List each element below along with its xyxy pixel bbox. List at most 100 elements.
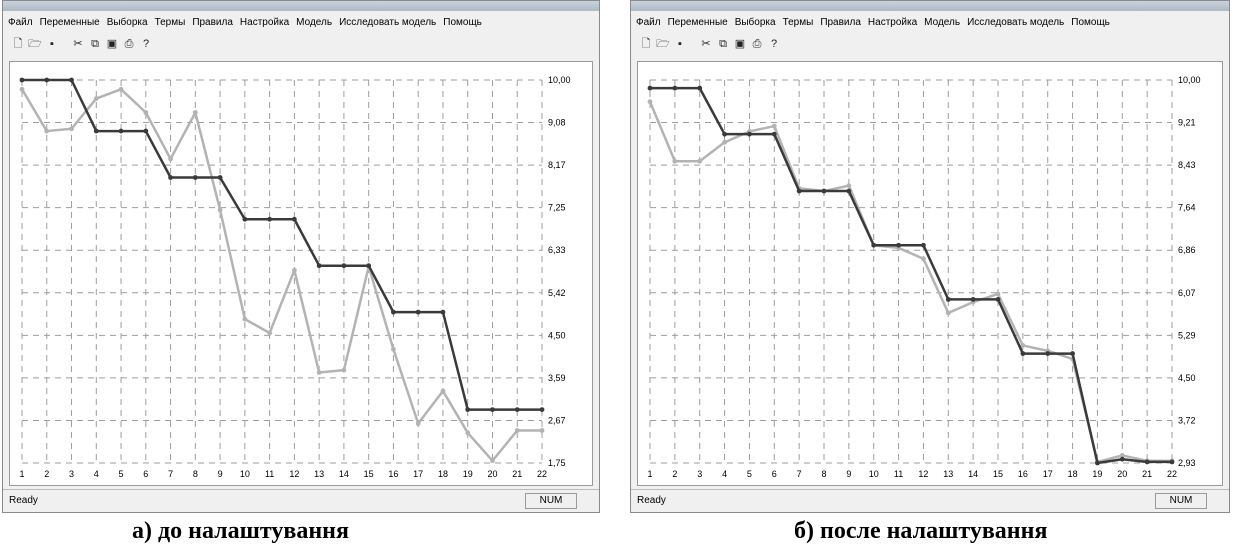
series-1-point	[366, 263, 372, 269]
copy-icon[interactable]: ⧉	[91, 38, 99, 50]
menu-variables[interactable]: Переменные	[39, 16, 100, 28]
menu-rules[interactable]: Правила	[192, 16, 233, 28]
menu-model[interactable]: Модель	[296, 16, 333, 28]
series-1-point	[217, 175, 223, 180]
x-tick-label: 22	[537, 469, 547, 479]
series-1-point	[970, 296, 976, 302]
series-1-point	[871, 242, 877, 248]
open-folder-icon[interactable]: 🗁	[656, 38, 670, 50]
x-tick-label: 12	[289, 469, 299, 479]
series-2-point	[267, 330, 273, 336]
series-1-point	[1020, 351, 1026, 356]
cut-icon[interactable]: ✂	[73, 38, 83, 50]
menu-terms[interactable]: Термы	[154, 16, 186, 28]
series-1-line	[22, 78, 542, 411]
series-1-point	[440, 309, 446, 315]
series-1-point	[995, 296, 1001, 302]
save-icon[interactable]: ▪	[50, 38, 54, 50]
menu-rules[interactable]: Правила	[820, 16, 861, 28]
window-title-bar[interactable]	[631, 1, 1229, 11]
menu-help[interactable]: Помощь	[443, 16, 482, 28]
app-window-before-tuning: Файл Переменные Выборка Термы Правила На…	[2, 0, 600, 513]
series-2-point	[465, 430, 471, 436]
menu-sample[interactable]: Выборка	[106, 16, 148, 28]
paste-icon[interactable]: ▣	[734, 38, 746, 50]
copy-icon[interactable]: ⧉	[719, 38, 727, 50]
series-2-point	[415, 421, 421, 426]
series-2-point	[168, 156, 173, 162]
x-tick-label: 18	[438, 469, 448, 479]
num-lock-indicator: NUM	[1155, 493, 1207, 509]
series-1-point	[1119, 456, 1125, 462]
y-tick-label: 10,00	[1178, 75, 1201, 85]
toolbar-separator	[690, 37, 696, 51]
series-1-point	[291, 216, 297, 222]
new-file-icon[interactable]: 🗋	[641, 38, 651, 50]
x-tick-label: 21	[512, 469, 522, 479]
y-tick-label: 8,43	[1178, 160, 1196, 170]
print-icon[interactable]: ⎙	[124, 38, 134, 50]
series-1-point	[647, 85, 653, 91]
x-tick-label: 19	[463, 469, 473, 479]
toolbar-separator	[62, 37, 68, 51]
menu-terms[interactable]: Термы	[782, 16, 814, 28]
series-2-point	[93, 96, 99, 101]
x-tick-label: 16	[388, 469, 398, 479]
series-2-point	[945, 310, 951, 316]
new-file-icon[interactable]: 🗋	[13, 38, 23, 50]
cut-icon[interactable]: ✂	[701, 38, 711, 50]
menu-file[interactable]: Файл	[8, 16, 33, 28]
series-2-point	[1020, 343, 1026, 348]
menu-explore-model[interactable]: Исследовать модель	[967, 16, 1065, 28]
menu-settings[interactable]: Настройка	[239, 16, 290, 28]
y-tick-label: 4,50	[548, 330, 566, 340]
menu-variables[interactable]: Переменные	[667, 16, 728, 28]
paste-icon[interactable]: ▣	[106, 38, 118, 50]
series-2-point	[514, 428, 520, 433]
num-lock-indicator: NUM	[525, 493, 577, 509]
help-icon[interactable]: ?	[770, 38, 778, 50]
series-1-point	[19, 77, 25, 83]
series-1-point	[771, 131, 777, 137]
x-tick-label: 7	[168, 469, 173, 479]
y-tick-label: 10,00	[548, 75, 571, 85]
series-2-point	[391, 346, 396, 352]
menu-settings[interactable]: Настройка	[867, 16, 918, 28]
series-1-point	[242, 216, 248, 222]
series-2-point	[846, 183, 852, 189]
y-tick-label: 6,86	[1178, 245, 1196, 255]
x-tick-label: 2	[672, 469, 677, 479]
series-2-point	[722, 139, 727, 145]
y-tick-label: 3,59	[548, 373, 566, 383]
menu-explore-model[interactable]: Исследовать модель	[339, 16, 437, 28]
help-icon[interactable]: ?	[142, 38, 150, 50]
menu-sample[interactable]: Выборка	[734, 16, 776, 28]
x-tick-label: 20	[1117, 469, 1127, 479]
window-title-bar[interactable]	[3, 1, 599, 11]
x-tick-label: 16	[1018, 469, 1028, 479]
save-icon[interactable]: ▪	[678, 38, 682, 50]
menu-help[interactable]: Помощь	[1071, 16, 1110, 28]
open-folder-icon[interactable]: 🗁	[28, 38, 42, 50]
y-tick-label: 1,75	[548, 458, 566, 468]
series-1-point	[539, 407, 545, 413]
menu-bar: Файл Переменные Выборка Термы Правила На…	[631, 13, 1229, 31]
x-tick-label: 6	[772, 469, 777, 479]
x-tick-label: 2	[44, 469, 49, 479]
series-1-point	[192, 175, 198, 180]
print-icon[interactable]: ⎙	[752, 38, 762, 50]
series-2-point	[440, 388, 446, 394]
x-tick-label: 15	[993, 469, 1003, 479]
y-tick-label: 6,33	[548, 245, 566, 255]
series-1-point	[490, 407, 495, 413]
line-chart: 10,00 9,08 8,17 7,25 6,33 5,42 4,50 3,59 2,67 1,7…	[19, 75, 571, 479]
series-2-point	[341, 367, 347, 373]
x-tick-label: 10	[869, 469, 879, 479]
menu-file[interactable]: Файл	[636, 16, 661, 28]
series-1-point	[1070, 351, 1075, 356]
series-2-point	[697, 158, 703, 164]
series-2-point	[672, 158, 678, 164]
menu-model[interactable]: Модель	[924, 16, 961, 28]
series-2-point	[192, 110, 198, 115]
series-2-point	[647, 99, 653, 105]
